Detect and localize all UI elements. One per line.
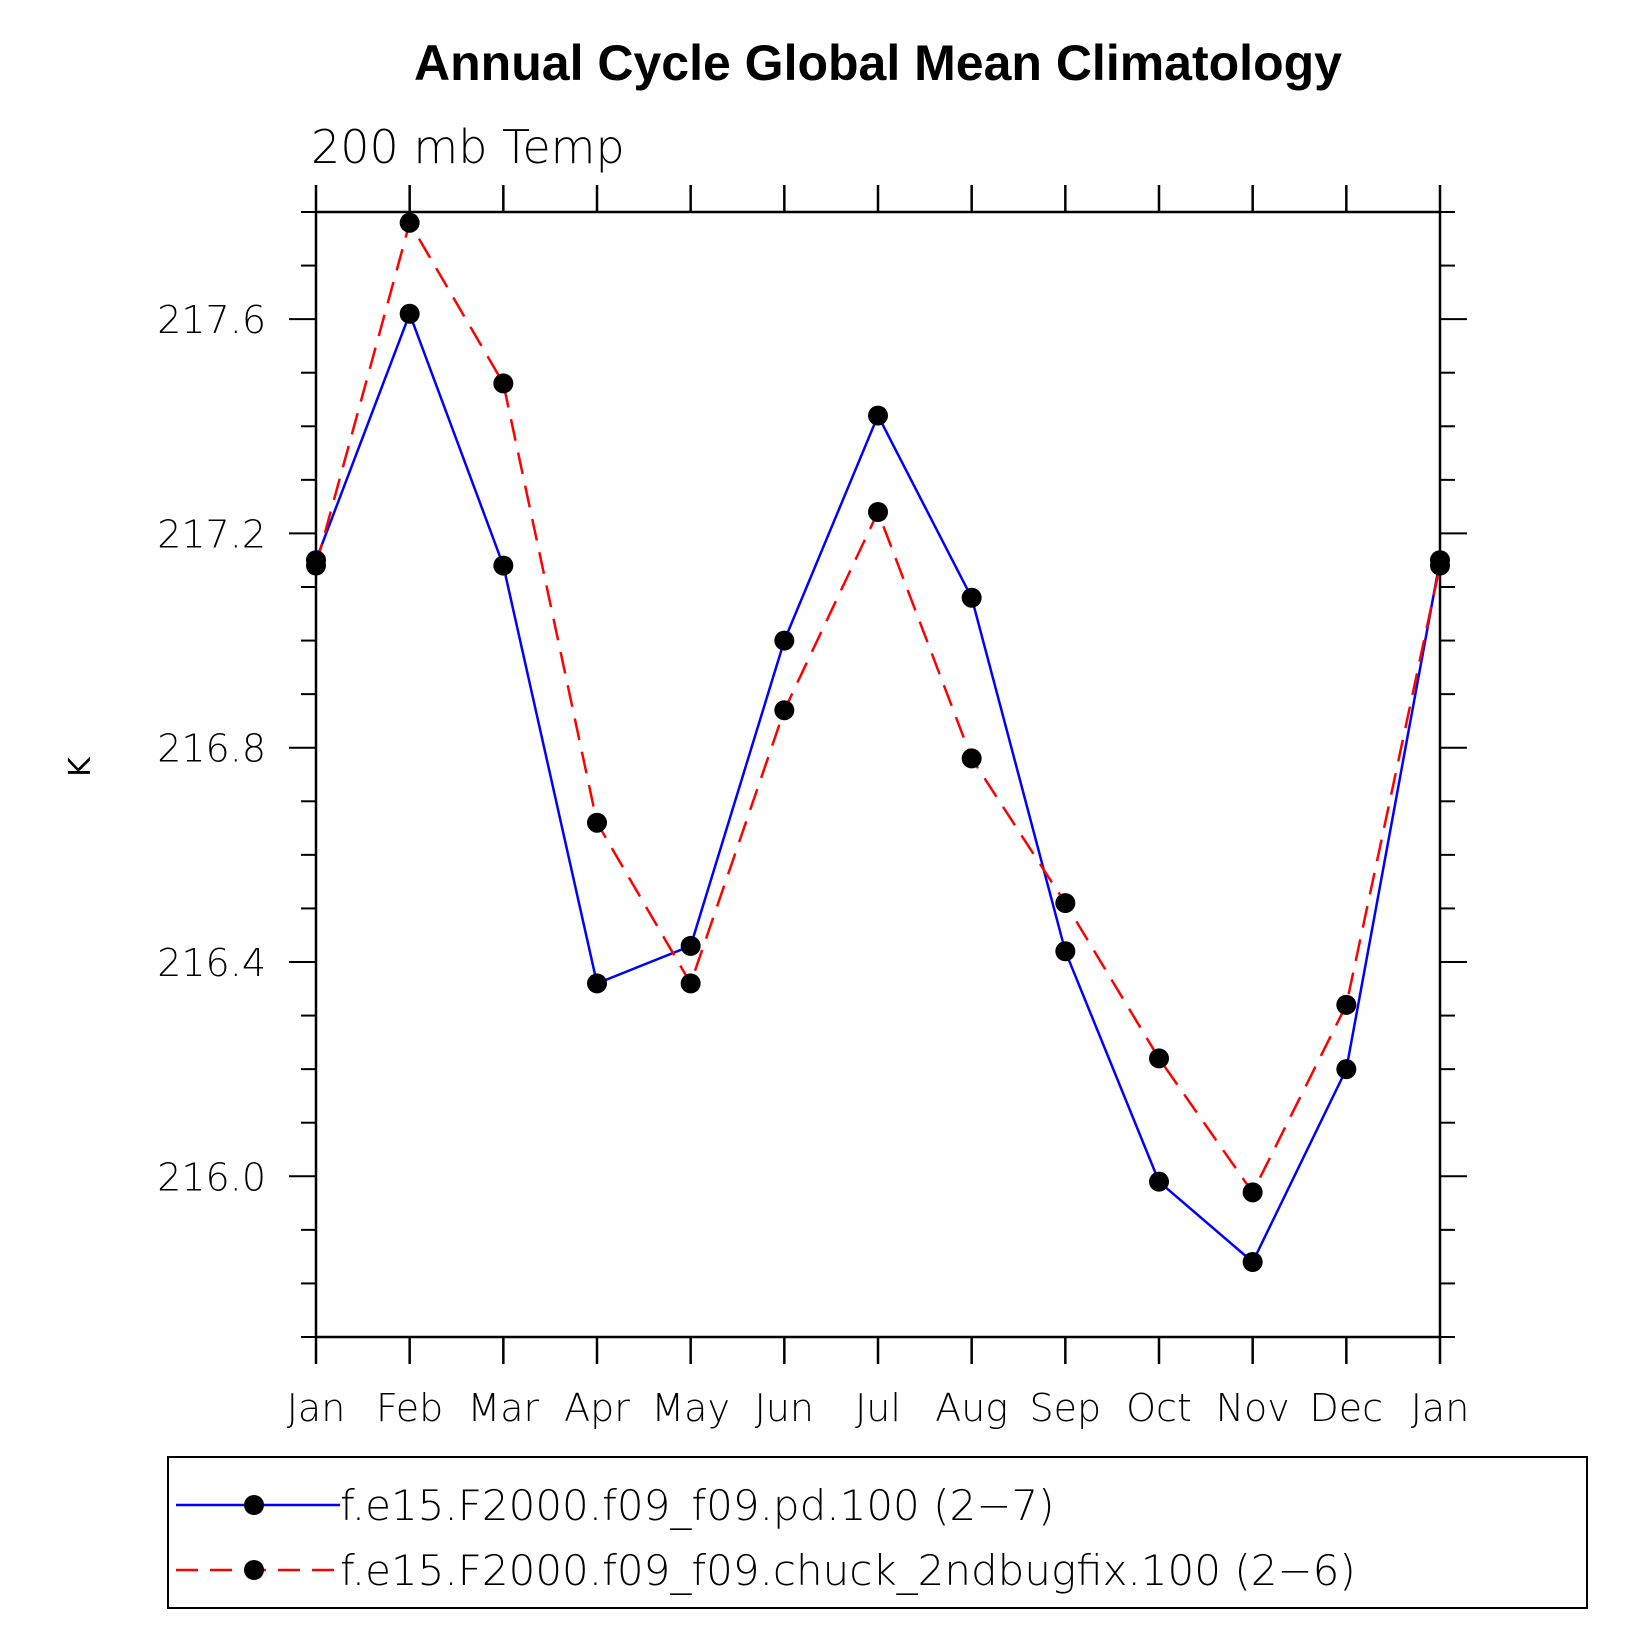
legend-marker-series-1 xyxy=(244,1495,264,1515)
series-line-1 xyxy=(314,310,1442,1265)
series-1-point xyxy=(1336,1059,1357,1080)
chart-subtitle: 200 mb Temp xyxy=(311,120,625,174)
x-tick-label: Aug xyxy=(935,1386,1008,1430)
x-tick-label: Dec xyxy=(1310,1386,1384,1430)
x-tick-label: Mar xyxy=(467,1386,539,1430)
series-1-point xyxy=(680,935,701,956)
series-1-point xyxy=(774,630,795,651)
series-2-point xyxy=(1430,555,1450,576)
legend-marker-series-2 xyxy=(244,1560,264,1580)
series-2-point xyxy=(1242,1182,1263,1203)
series-1-point xyxy=(1149,1171,1169,1192)
series-2-point xyxy=(306,555,326,576)
plot-area: Jan Feb Mar Apr May Jun Jul Aug Sep Oct Nov Dec Jan 2… xyxy=(157,185,1469,1430)
y-tick-label: 216.0 xyxy=(157,1155,266,1199)
series-1-point xyxy=(399,303,420,324)
y-tick-label: 217.6 xyxy=(157,298,266,342)
y-axis-label: K xyxy=(63,756,98,777)
legend-label-series-2: f.e15.F2000.f09_f09.chuck_2ndbugfix.100 … xyxy=(340,1546,1356,1595)
x-tick-label: Jun xyxy=(755,1386,814,1430)
y-tick-label: 216.8 xyxy=(157,727,266,771)
x-tick-label: Oct xyxy=(1126,1386,1192,1430)
series-1-point xyxy=(1242,1252,1263,1272)
series-2-point xyxy=(868,502,888,522)
series-1-point xyxy=(868,405,888,426)
series-1-point xyxy=(961,587,982,608)
series-2-point xyxy=(587,812,607,833)
legend: f.e15.F2000.f09_f09.pd.100 (2−7) f.e15.F… xyxy=(167,1456,1588,1609)
series-2-point xyxy=(399,212,420,233)
x-tick-label: Sep xyxy=(1030,1386,1102,1430)
x-tick-label: Feb xyxy=(376,1386,443,1430)
chart-title: Annual Cycle Global Mean Climatology xyxy=(414,35,1342,91)
x-tick-label: May xyxy=(651,1386,730,1430)
x-tick-label: Jan xyxy=(287,1386,346,1430)
x-tick-label: Apr xyxy=(564,1386,630,1430)
series-2-point xyxy=(1149,1048,1169,1069)
y-tick-label: 217.2 xyxy=(157,512,266,556)
legend-label-series-1: f.e15.F2000.f09_f09.pd.100 (2−7) xyxy=(340,1481,1055,1530)
series-1-point xyxy=(1055,941,1076,962)
series-1-point xyxy=(493,555,514,576)
y-tick-label: 216.4 xyxy=(157,941,266,985)
x-tick-label: Jul xyxy=(855,1386,901,1430)
plot-frame xyxy=(314,210,1442,1339)
series-2-point xyxy=(1055,893,1076,914)
x-tick-label: Nov xyxy=(1216,1386,1290,1430)
legend-box xyxy=(167,1456,1588,1609)
series-2-point xyxy=(774,700,795,721)
x-tick-label: Jan xyxy=(1411,1386,1470,1430)
series-line-2 xyxy=(314,219,1442,1195)
series-2-point xyxy=(961,748,982,769)
series-2-point xyxy=(1336,994,1357,1015)
series-2-point xyxy=(493,373,514,394)
series-2-point xyxy=(680,973,701,994)
series-1-point xyxy=(587,973,607,994)
